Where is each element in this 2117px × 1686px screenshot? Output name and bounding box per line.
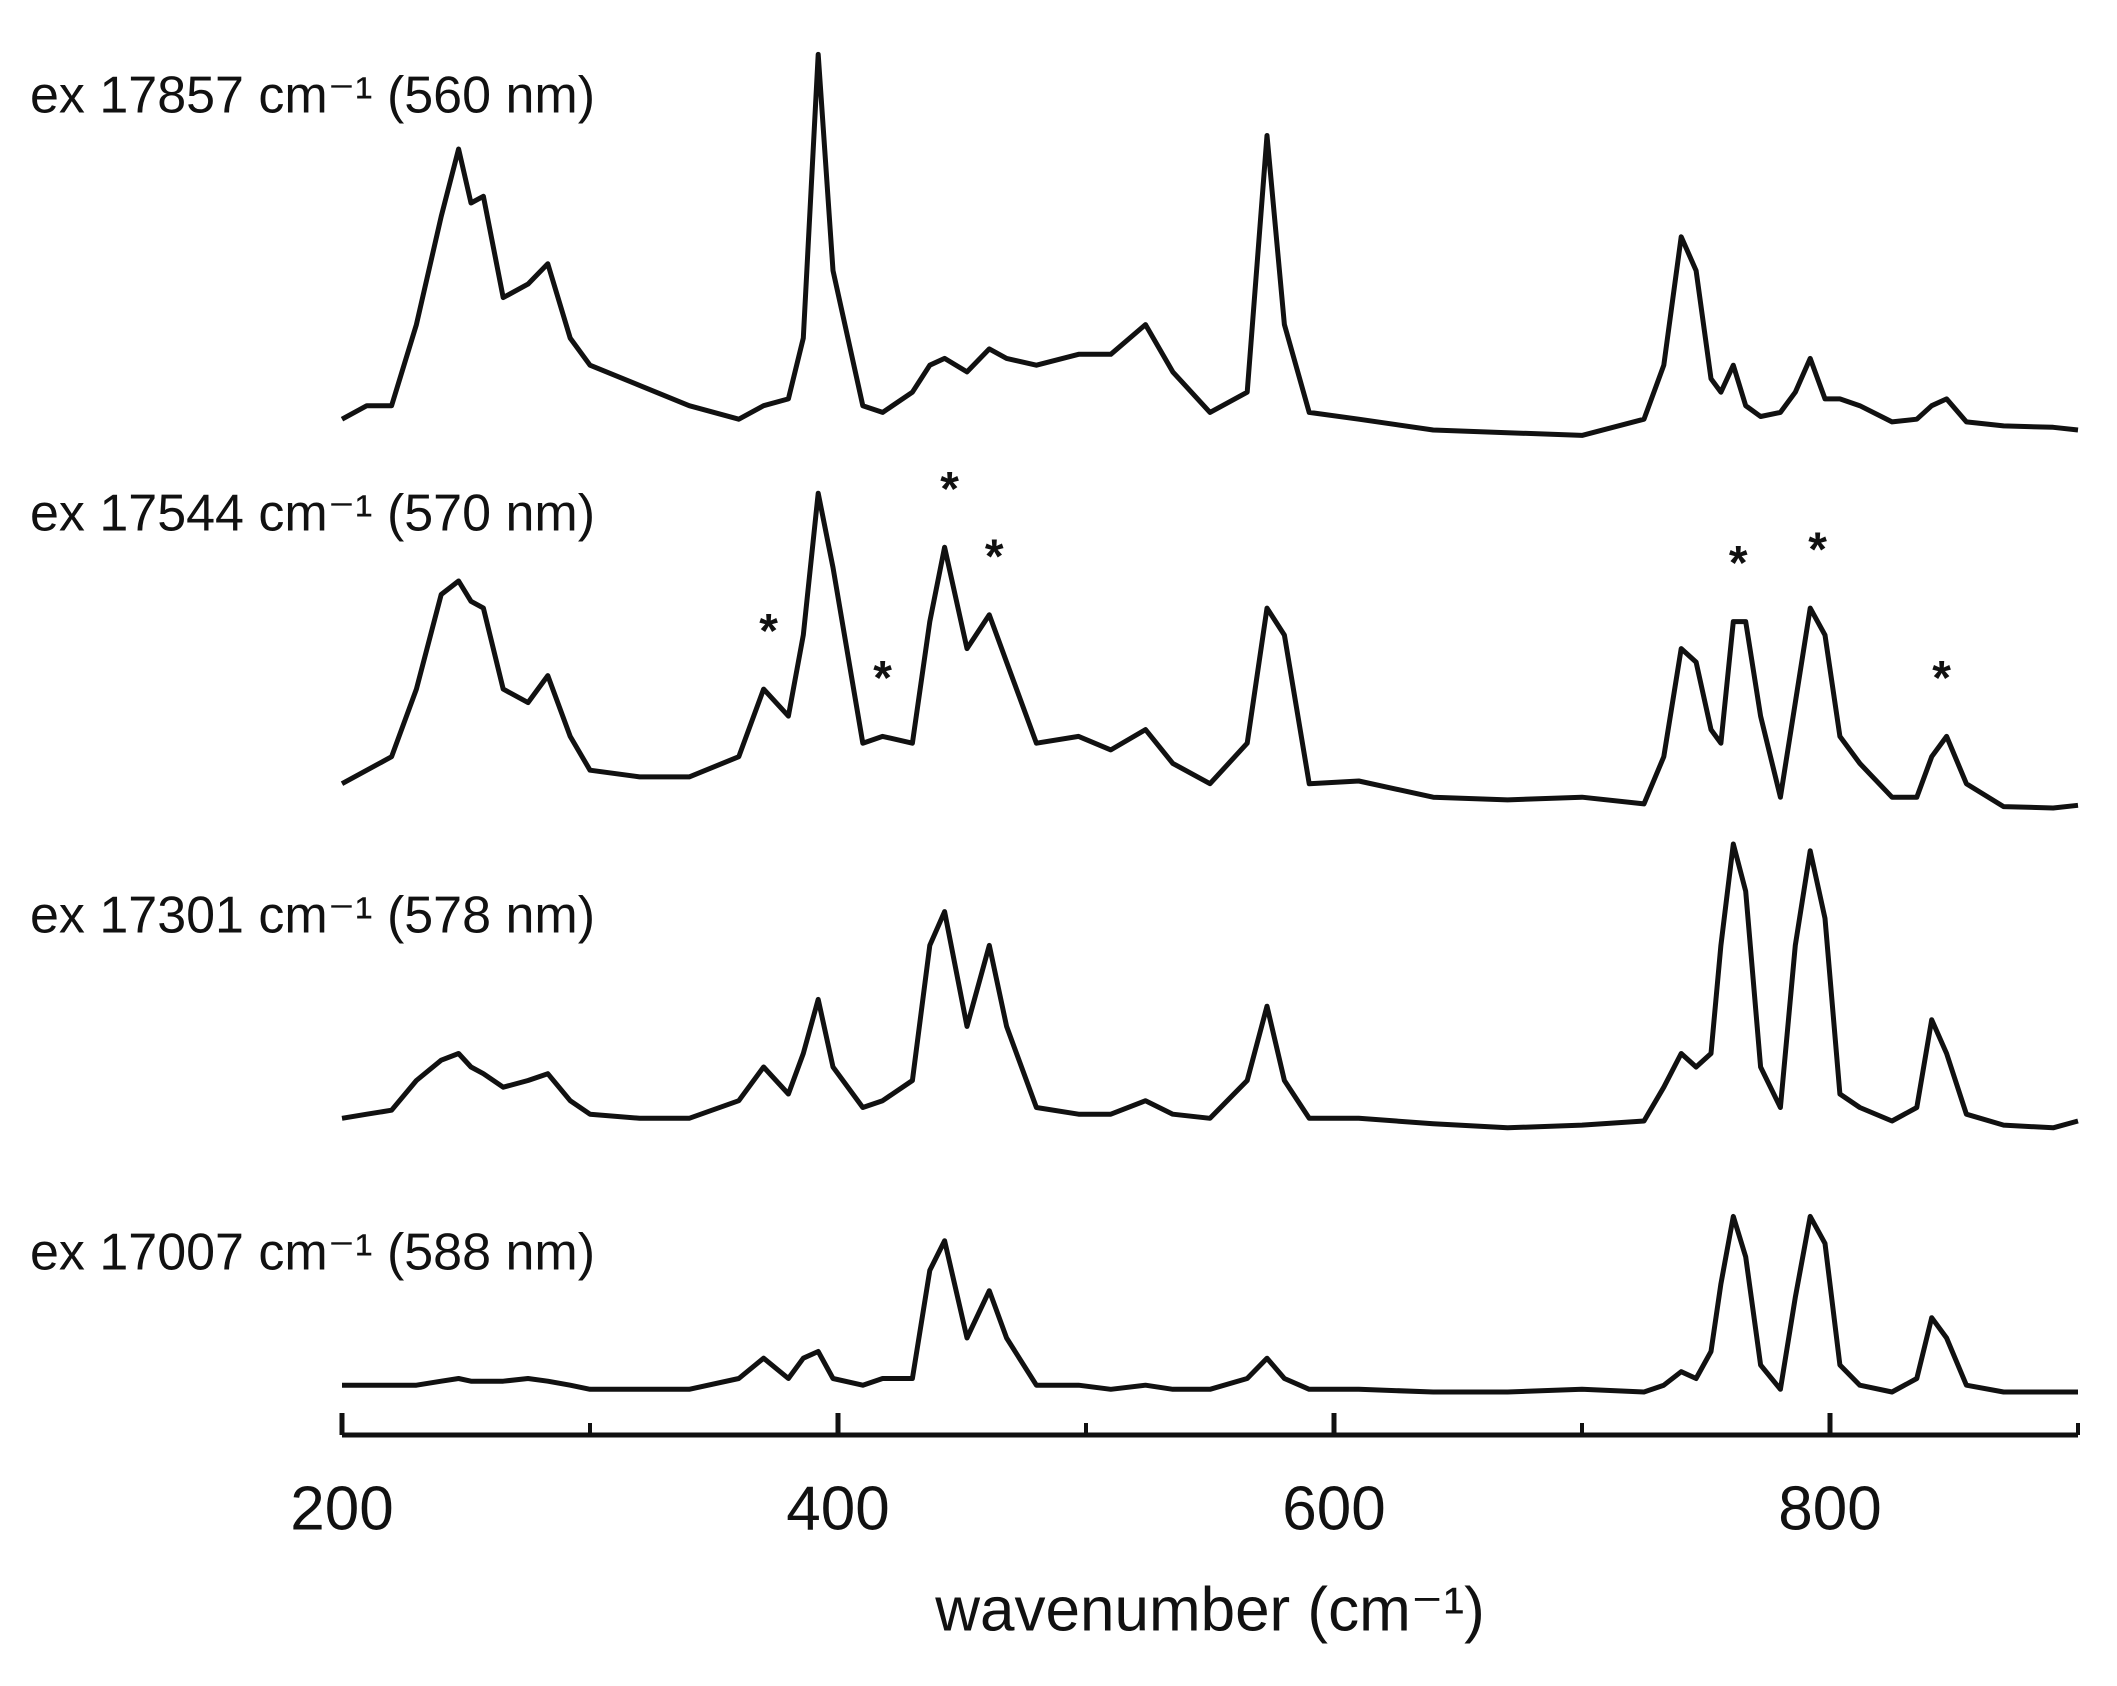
spectrum-line bbox=[341, 841, 2079, 1131]
spectrum-line bbox=[340, 490, 2079, 811]
peak-marker: * bbox=[940, 463, 959, 516]
peak-marker: * bbox=[1729, 537, 1748, 590]
spectrum-line bbox=[340, 51, 2079, 438]
series-label: ex 17857 cm⁻¹ (560 nm) bbox=[30, 67, 595, 125]
peak-marker: * bbox=[873, 652, 892, 705]
series-label: ex 17544 cm⁻¹ (570 nm) bbox=[30, 485, 595, 543]
peak-marker: * bbox=[759, 605, 778, 658]
x-axis-title: wavenumber (cm⁻¹) bbox=[934, 1575, 1485, 1644]
series-label: ex 17301 cm⁻¹ (578 nm) bbox=[30, 887, 595, 945]
series-label: ex 17007 cm⁻¹ (588 nm) bbox=[30, 1224, 595, 1282]
spectrum-line bbox=[342, 1213, 2078, 1395]
peak-marker: * bbox=[985, 530, 1004, 583]
x-tick-label: 800 bbox=[1778, 1474, 1881, 1543]
x-tick-label: 200 bbox=[290, 1474, 393, 1543]
x-tick-label: 400 bbox=[786, 1474, 889, 1543]
x-tick-label: 600 bbox=[1282, 1474, 1385, 1543]
peak-marker: * bbox=[1932, 652, 1951, 705]
peak-marker: * bbox=[1808, 524, 1827, 577]
